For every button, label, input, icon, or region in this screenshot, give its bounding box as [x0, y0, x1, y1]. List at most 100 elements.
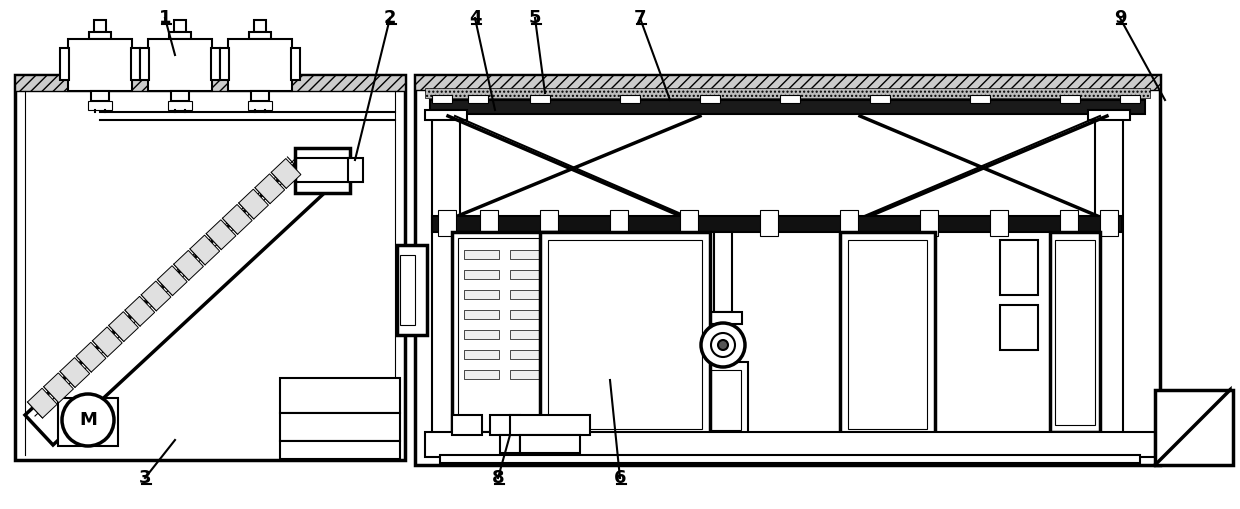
Polygon shape	[190, 235, 219, 265]
Bar	[1095, 114, 1123, 444]
Bar	[848, 240, 928, 429]
Bar	[1120, 95, 1140, 103]
Bar	[714, 232, 732, 312]
Bar	[401, 255, 415, 325]
Text: 4: 4	[469, 9, 481, 27]
Polygon shape	[141, 281, 171, 311]
Bar	[510, 350, 546, 359]
Bar	[94, 20, 105, 32]
Bar	[510, 330, 546, 339]
Bar	[432, 216, 1122, 232]
Bar	[171, 91, 188, 101]
Bar	[15, 75, 405, 91]
Bar	[1060, 95, 1080, 103]
Bar	[430, 100, 1145, 114]
Polygon shape	[222, 205, 252, 234]
Text: 3: 3	[139, 469, 151, 487]
Bar	[453, 415, 482, 435]
Bar	[88, 101, 112, 110]
Bar	[620, 95, 640, 103]
Bar	[510, 270, 546, 279]
Bar	[464, 350, 498, 359]
Bar	[58, 398, 118, 446]
Polygon shape	[157, 266, 187, 296]
Bar	[348, 158, 363, 182]
Bar	[464, 270, 498, 279]
Bar	[1100, 210, 1118, 236]
Bar	[464, 310, 498, 319]
Bar	[510, 370, 546, 379]
Bar	[706, 370, 742, 430]
Bar	[280, 441, 401, 459]
Bar	[415, 75, 1159, 90]
Bar	[174, 20, 186, 32]
Bar	[280, 378, 401, 413]
Text: 2: 2	[383, 9, 397, 27]
Bar	[295, 148, 350, 193]
Bar	[167, 101, 192, 110]
Text: 6: 6	[614, 469, 626, 487]
Bar	[701, 95, 720, 103]
Bar	[425, 110, 467, 120]
Bar	[432, 95, 453, 103]
Bar	[1050, 232, 1100, 432]
Bar	[249, 32, 272, 39]
Circle shape	[718, 340, 728, 350]
Polygon shape	[239, 189, 268, 219]
Bar	[760, 210, 777, 236]
Bar	[397, 245, 427, 335]
Bar	[438, 210, 456, 236]
Bar	[140, 48, 149, 80]
Bar	[500, 435, 520, 453]
Bar	[999, 305, 1038, 350]
Bar	[464, 290, 498, 299]
Bar	[250, 91, 269, 101]
Bar	[1060, 210, 1078, 236]
Polygon shape	[109, 312, 139, 342]
Bar	[510, 290, 546, 299]
Polygon shape	[76, 342, 105, 372]
Bar	[548, 240, 702, 429]
Polygon shape	[1154, 390, 1230, 465]
Bar	[970, 95, 990, 103]
Bar	[254, 20, 267, 32]
Polygon shape	[25, 155, 334, 445]
Text: 8: 8	[492, 469, 505, 487]
Bar	[91, 91, 109, 101]
Bar	[839, 232, 935, 437]
Bar	[1055, 240, 1095, 425]
Polygon shape	[272, 158, 301, 188]
Bar	[870, 95, 890, 103]
Bar	[89, 32, 112, 39]
Bar	[510, 310, 546, 319]
Bar	[539, 232, 711, 437]
Text: 9: 9	[1114, 9, 1126, 27]
Bar	[490, 415, 520, 435]
Bar	[291, 48, 300, 80]
Bar	[467, 95, 489, 103]
Polygon shape	[43, 373, 73, 403]
Bar	[211, 48, 219, 80]
Text: 1: 1	[159, 9, 171, 27]
Bar	[510, 415, 590, 435]
Bar	[520, 435, 580, 453]
Text: 7: 7	[634, 9, 646, 27]
Bar	[698, 362, 748, 437]
Bar	[464, 250, 498, 259]
Bar	[680, 210, 698, 236]
Bar	[510, 250, 546, 259]
Bar	[920, 210, 937, 236]
Bar	[228, 39, 291, 91]
Bar	[425, 432, 1154, 457]
Bar	[780, 95, 800, 103]
Polygon shape	[60, 358, 89, 387]
Circle shape	[62, 394, 114, 446]
Bar	[440, 455, 1140, 463]
Polygon shape	[255, 174, 285, 204]
Bar	[704, 312, 742, 324]
Bar	[131, 48, 140, 80]
Bar	[464, 330, 498, 339]
Bar	[464, 370, 498, 379]
Bar	[248, 101, 272, 110]
Bar	[60, 48, 69, 80]
